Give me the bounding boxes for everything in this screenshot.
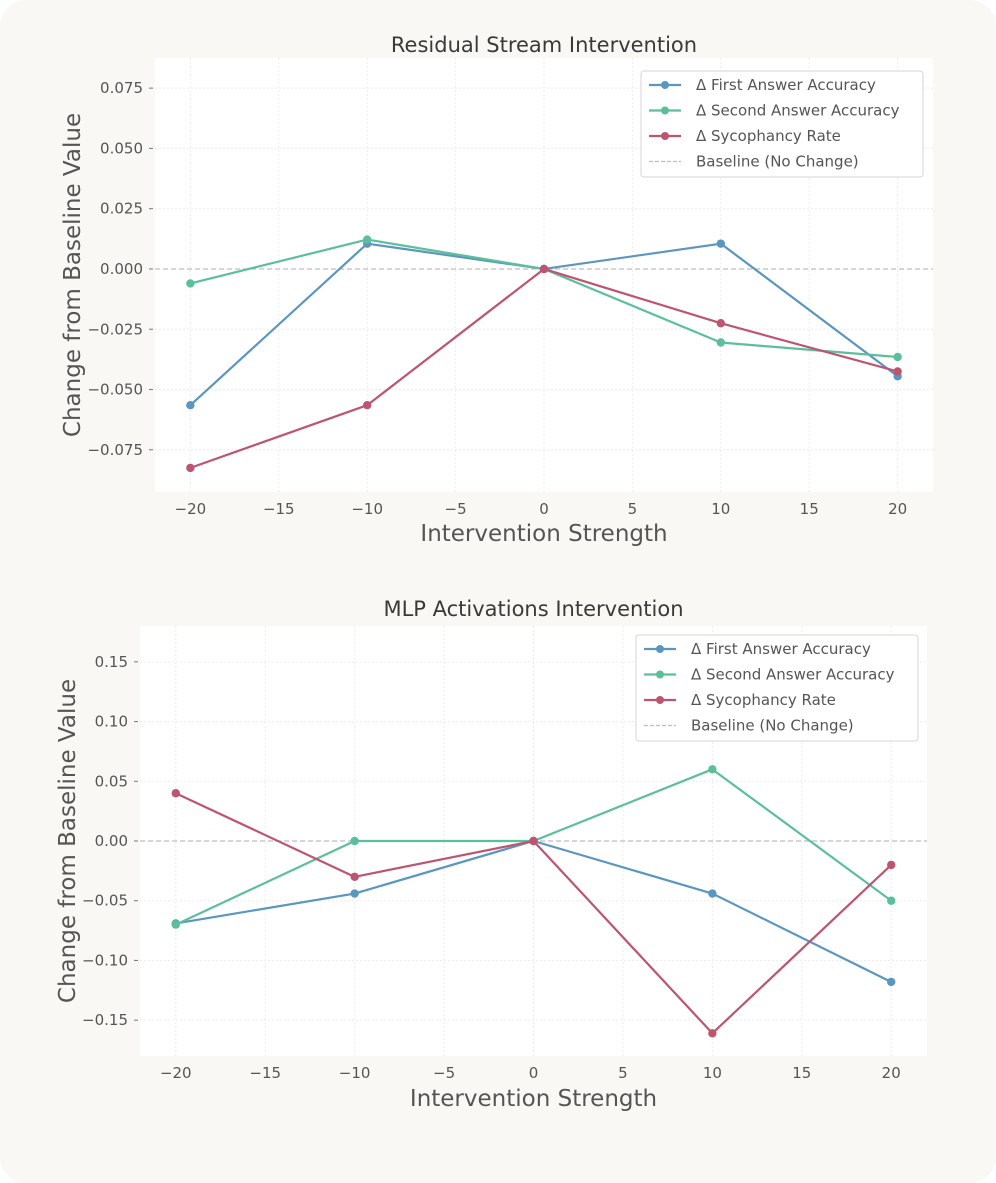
x-tick-label: −15 bbox=[249, 1064, 281, 1082]
data-point bbox=[186, 279, 195, 288]
x-tick-label: 15 bbox=[800, 500, 819, 518]
data-point bbox=[171, 789, 180, 798]
legend-box bbox=[635, 634, 919, 742]
x-tick-label: 0 bbox=[529, 1064, 539, 1082]
legend: Δ First Answer Accuracy Δ Second Answer A… bbox=[635, 634, 919, 742]
legend-swatch-marker bbox=[661, 81, 669, 89]
x-tick-label: −5 bbox=[433, 1064, 455, 1082]
x-tick-label: 10 bbox=[711, 500, 730, 518]
data-point bbox=[716, 319, 726, 328]
y-tick-label: −0.025 bbox=[87, 320, 143, 338]
legend-baseline-label: Baseline (No Change) bbox=[691, 717, 854, 735]
legend-baseline-label: Baseline (No Change) bbox=[696, 153, 859, 171]
chart-1: −20 −15 −10 −5 0 5 10 15 20 −0.075 −0.050 −0.025 0.0… bbox=[60, 33, 933, 547]
legend-swatch-marker bbox=[656, 670, 664, 679]
x-axis-label: Intervention Strength bbox=[420, 521, 667, 547]
y-tick-label: −0.10 bbox=[82, 951, 128, 969]
y-tick-label: −0.15 bbox=[82, 1011, 128, 1029]
legend-label: Δ Sycophancy Rate bbox=[691, 691, 836, 709]
x-tick-label: 20 bbox=[882, 1064, 901, 1082]
y-axis-label: Change from Baseline Value bbox=[55, 679, 81, 1003]
x-tick-label: −10 bbox=[339, 1064, 371, 1082]
y-tick-label: 0.075 bbox=[100, 79, 143, 97]
data-point bbox=[350, 872, 359, 882]
data-point bbox=[887, 860, 896, 870]
chart-title: Residual Stream Intervention bbox=[391, 33, 697, 57]
legend-swatch-marker bbox=[661, 132, 669, 140]
series-3 bbox=[186, 264, 902, 473]
x-axis-label: Intervention Strength bbox=[410, 1086, 657, 1112]
y-tick-label: 0.025 bbox=[100, 200, 143, 218]
legend-swatch-marker bbox=[656, 645, 664, 653]
legend-label: Δ Sycophancy Rate bbox=[696, 127, 841, 145]
data-point bbox=[539, 264, 549, 274]
legend-label: Δ Second Answer Accuracy bbox=[696, 102, 900, 120]
data-point bbox=[893, 352, 902, 362]
x-tick-label: −15 bbox=[263, 500, 295, 518]
data-point bbox=[716, 239, 726, 248]
x-tick-label: 10 bbox=[703, 1064, 722, 1082]
x-tick-label: 20 bbox=[888, 500, 907, 518]
x-tick-label: 5 bbox=[628, 500, 638, 518]
x-tick-label: 15 bbox=[792, 1064, 811, 1082]
data-point bbox=[186, 463, 195, 473]
data-point bbox=[529, 836, 538, 846]
x-tick-label: −5 bbox=[445, 500, 467, 518]
legend-label: Δ First Answer Accuracy bbox=[696, 76, 876, 94]
chart-2: −20 −15 −10 −5 0 5 10 15 20 −0.15 −0.10 −0.05 0.00 0.… bbox=[55, 597, 927, 1112]
legend-label: Δ Second Answer Accuracy bbox=[691, 666, 895, 684]
y-tick-label: −0.050 bbox=[87, 381, 143, 399]
y-tick-label: 0.05 bbox=[95, 772, 128, 790]
x-tick-label: 5 bbox=[618, 1064, 628, 1082]
data-point bbox=[362, 401, 372, 410]
legend-box bbox=[640, 70, 924, 178]
legend-swatch-marker bbox=[661, 106, 669, 115]
data-point bbox=[171, 920, 180, 929]
x-tick-label: −10 bbox=[351, 500, 383, 518]
data-point bbox=[350, 889, 359, 898]
x-tick-label: 0 bbox=[539, 500, 549, 518]
y-tick-label: 0.15 bbox=[95, 653, 128, 671]
data-point bbox=[350, 836, 359, 846]
data-point bbox=[362, 235, 372, 244]
data-point bbox=[887, 896, 896, 905]
y-tick-label: −0.075 bbox=[87, 441, 143, 459]
y-axis-label: Change from Baseline Value bbox=[60, 113, 86, 437]
chart-title: MLP Activations Intervention bbox=[383, 597, 683, 621]
legend-swatch-marker bbox=[656, 696, 664, 704]
y-tick-label: 0.000 bbox=[100, 260, 143, 278]
y-tick-label: 0.00 bbox=[95, 832, 128, 850]
y-tick-label: −0.05 bbox=[82, 892, 128, 910]
x-tick-label: −20 bbox=[160, 1064, 192, 1082]
legend: Δ First Answer Accuracy Δ Second Answer A… bbox=[640, 70, 924, 178]
y-tick-label: 0.050 bbox=[100, 139, 143, 157]
data-point bbox=[887, 977, 896, 987]
series-3 bbox=[171, 789, 896, 1038]
data-point bbox=[708, 765, 717, 774]
data-point bbox=[708, 889, 717, 898]
x-tick-label: −20 bbox=[175, 500, 207, 518]
legend-label: Δ First Answer Accuracy bbox=[691, 640, 871, 658]
y-tick-label: 0.10 bbox=[95, 713, 128, 731]
data-point bbox=[893, 367, 902, 376]
data-point bbox=[716, 338, 726, 347]
data-point bbox=[708, 1029, 717, 1038]
data-point bbox=[186, 401, 195, 410]
